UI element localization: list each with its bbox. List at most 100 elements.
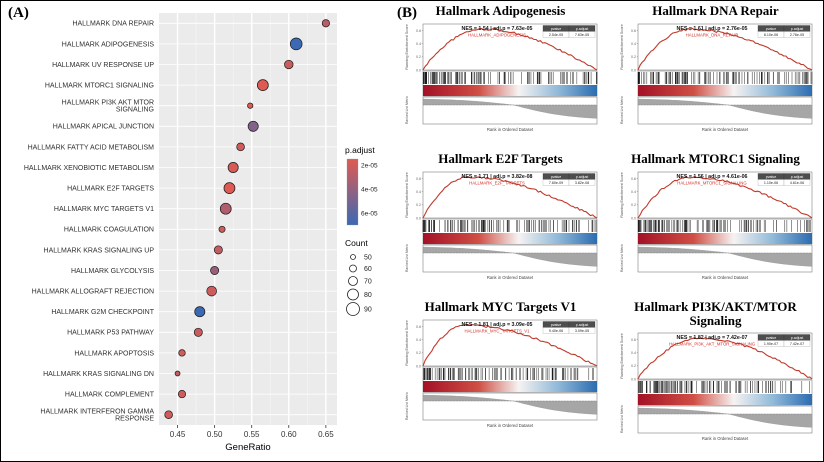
es-tick-label: 0.2 <box>416 203 421 207</box>
rank-color-band <box>637 232 812 244</box>
es-tick-label: 0.4 <box>631 42 636 46</box>
geneset-label: HALLMARK_MTORC1_SIGNALING <box>677 180 747 185</box>
legend-padjust-title: p.adjust <box>345 145 375 155</box>
dot <box>247 102 254 109</box>
stats-value: 1.90e-07 <box>763 342 777 346</box>
rank-color-band <box>422 84 597 96</box>
x-tick-label: 0.60 <box>281 430 297 439</box>
panel-b-label: (B) <box>397 5 417 21</box>
nes-annotation: NES = 1.82 | adj.p = 7.42e-07 <box>676 335 747 341</box>
stats-value: 7.60e-09 <box>548 180 562 184</box>
ranked-metric-area <box>637 408 812 428</box>
ranked-metric-area <box>637 246 812 267</box>
enrichment-curve <box>422 27 597 71</box>
ylabel-ranked-metric: Ranked List Metric <box>620 243 624 271</box>
category-label: HALLMARK ALLOGRAFT REJECTION <box>32 289 154 296</box>
category-label: HALLMARK PI3K AKT MTOR <box>62 100 154 107</box>
geneset-label: HALLMARK_PI3K_AKT_MTOR_SIGNALING <box>668 342 755 347</box>
padjust-tick-label: 4e-05 <box>361 186 378 193</box>
es-tick-label: 0.2 <box>631 364 636 368</box>
stats-table: pvalue p.adjust 7.60e-09 3.82e-08 <box>542 172 595 186</box>
dot <box>289 37 303 51</box>
es-tick-label: 0.6 <box>631 338 636 342</box>
xlabel: Rank in Ordered Dataset <box>701 127 748 132</box>
x-tick-label: 0.45 <box>170 430 186 439</box>
stats-header: p.adjust <box>790 336 803 340</box>
dot <box>247 120 259 132</box>
geneset-label: HALLMARK_ADIPOGENESIS <box>467 32 525 37</box>
geneset-label: HALLMARK_DNA_REPAIR <box>685 32 738 37</box>
stats-table: pvalue p.adjust 9.40e-06 3.09e-05 <box>542 320 595 334</box>
stats-header: pvalue <box>550 322 561 326</box>
category-label: HALLMARK KRAS SIGNALING DN <box>43 371 154 378</box>
es-tick-label: 0.2 <box>416 55 421 59</box>
es-tick-label: 0.2 <box>416 351 421 355</box>
stats-value: 7.63e-05 <box>574 32 588 36</box>
gsea-title: Hallmark MYC Targets V1 <box>424 299 577 314</box>
dot <box>164 410 173 419</box>
es-tick-label: 0.0 <box>631 68 636 72</box>
padjust-tick-label: 2e-05 <box>361 162 378 169</box>
es-tick-label: 0.0 <box>631 216 636 220</box>
gsea-plot: 0.6 0.4 0.2 0.0 NES = 1.81 | adj.p = 3.09e-0… <box>405 319 597 428</box>
gsea-plot: 0.6 0.4 0.2 0.0 NES = 1.71 | adj.p = 3.82e-0… <box>405 171 597 280</box>
dot <box>223 182 236 194</box>
count-legend-label: 50 <box>364 255 372 262</box>
hit-barcode <box>637 219 811 232</box>
category-label: HALLMARK E2F TARGETS <box>67 186 154 193</box>
category-label: HALLMARK INTERFERON GAMMA <box>40 409 154 416</box>
count-legend-circle <box>346 302 360 316</box>
ylabel-ranked-metric: Ranked List Metric <box>620 95 624 123</box>
stats-header: pvalue <box>550 26 561 30</box>
ranked-metric-area <box>637 98 812 119</box>
category-label: HALLMARK G2M CHECKPOINT <box>51 309 154 316</box>
category-label: HALLMARK ADIPOGENESIS <box>62 41 155 48</box>
nes-annotation: NES = 1.61 | adj.p = 2.76e-05 <box>676 26 747 32</box>
stats-table: pvalue p.adjust 8.10e-06 2.76e-05 <box>757 24 810 38</box>
count-legend-circle <box>349 264 357 273</box>
legend-count-title: Count <box>345 238 368 248</box>
enrichment-curve <box>636 27 812 71</box>
dot <box>321 19 330 28</box>
category-label: RESPONSE <box>115 416 154 423</box>
dot <box>193 327 203 337</box>
legend-padjust: p.adjust 2e-05 4e-05 6e-05 <box>345 145 378 226</box>
enrichment-curve <box>637 337 812 380</box>
stats-value: 9.40e-06 <box>548 328 562 332</box>
dot <box>177 390 187 399</box>
count-legend-label: 80 <box>364 292 372 299</box>
ylabel-ranked-metric: Ranked List Metric <box>620 405 624 433</box>
rank-color-band <box>637 394 812 406</box>
ranked-metric-area <box>422 246 597 267</box>
category-label: HALLMARK XENOBIOTIC METABOLISM <box>24 165 154 172</box>
x-axis-title: GeneRatio <box>225 442 270 453</box>
count-legend-label: 70 <box>364 279 372 286</box>
stats-table: pvalue p.adjust 1.10e-06 4.61e-06 <box>757 172 810 186</box>
ylabel-running-es: Running Enrichment Score <box>405 320 409 365</box>
gsea-cell: Hallmark MYC Targets V1 0.6 0.4 0.2 0.0 NES =… <box>393 297 608 459</box>
hit-barcode <box>637 381 810 394</box>
ylabel-running-es: Running Enrichment Score <box>405 24 409 69</box>
gsea-title: Hallmark DNA Repair <box>652 3 779 18</box>
gsea-grid: Hallmark Adipogenesis 0.6 0.4 0.2 0.0 NES = 1… <box>393 1 823 461</box>
category-label: HALLMARK UV RESPONSE UP <box>52 62 154 69</box>
category-label: HALLMARK P53 PATHWAY <box>67 330 154 337</box>
stats-header: p.adjust <box>790 174 803 178</box>
hit-barcode <box>637 71 812 84</box>
stats-value: 2.76e-05 <box>789 32 803 36</box>
stats-value: 7.42e-07 <box>789 342 803 346</box>
enrichment-dotplot: 0.45 0.50 0.55 0.60 0.65 GeneRatio HALLMARK DN… <box>24 13 378 453</box>
padjust-tick-label: 6e-05 <box>361 210 378 217</box>
panel-a-label: (A) <box>8 5 29 21</box>
es-tick-label: 0.4 <box>631 190 636 194</box>
dot <box>219 202 232 215</box>
nes-annotation: NES = 1.54 | adj.p = 7.63e-05 <box>461 26 532 32</box>
es-tick-label: 0.0 <box>631 378 636 382</box>
stats-header: p.adjust <box>790 26 803 30</box>
count-legend-circle <box>350 254 356 260</box>
dot <box>284 59 294 70</box>
es-tick-label: 0.0 <box>416 216 421 220</box>
ylabel-running-es: Running Enrichment Score <box>620 172 624 217</box>
ylabel-running-es: Running Enrichment Score <box>405 172 409 217</box>
